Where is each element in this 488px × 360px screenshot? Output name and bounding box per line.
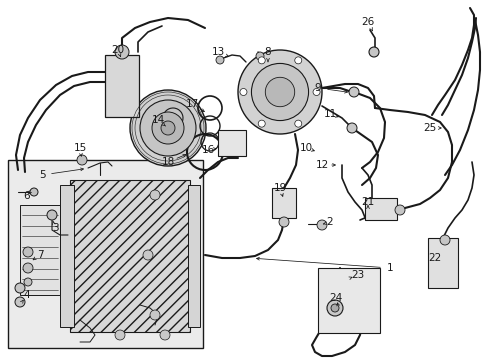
Bar <box>218 130 245 156</box>
Circle shape <box>115 330 125 340</box>
Circle shape <box>216 56 224 64</box>
Circle shape <box>142 250 153 260</box>
Circle shape <box>240 89 246 95</box>
Circle shape <box>15 297 25 307</box>
Circle shape <box>316 220 326 230</box>
Bar <box>271 188 295 218</box>
Circle shape <box>251 63 308 121</box>
Text: 4: 4 <box>23 290 30 300</box>
Circle shape <box>294 57 301 64</box>
Circle shape <box>394 205 404 215</box>
Circle shape <box>348 87 358 97</box>
Circle shape <box>258 120 264 127</box>
Text: 11: 11 <box>323 109 336 119</box>
Text: 10: 10 <box>299 143 312 153</box>
Bar <box>8 160 203 348</box>
Circle shape <box>368 47 378 57</box>
Text: 26: 26 <box>361 17 374 27</box>
Circle shape <box>326 300 342 316</box>
Circle shape <box>24 278 32 286</box>
Circle shape <box>161 121 175 135</box>
Circle shape <box>23 247 33 257</box>
Circle shape <box>30 188 38 196</box>
Text: 23: 23 <box>351 270 364 280</box>
Bar <box>427 238 457 288</box>
Circle shape <box>294 120 301 127</box>
Text: 15: 15 <box>73 143 86 153</box>
Text: 17: 17 <box>185 99 198 109</box>
Text: 14: 14 <box>151 115 164 125</box>
Bar <box>364 198 396 220</box>
Text: 19: 19 <box>273 183 286 193</box>
Circle shape <box>279 217 288 227</box>
Text: 3: 3 <box>52 223 58 233</box>
Bar <box>70 180 190 332</box>
Circle shape <box>130 90 205 166</box>
Circle shape <box>152 112 183 144</box>
Text: 22: 22 <box>427 253 441 263</box>
Circle shape <box>265 77 294 107</box>
Circle shape <box>140 100 196 156</box>
Bar <box>105 55 139 117</box>
Text: 7: 7 <box>37 250 43 260</box>
Text: 9: 9 <box>314 83 321 93</box>
Bar <box>20 205 60 295</box>
Text: 12: 12 <box>315 160 328 170</box>
Circle shape <box>15 283 25 293</box>
Circle shape <box>439 235 449 245</box>
Text: 18: 18 <box>161 157 174 167</box>
Circle shape <box>47 210 57 220</box>
Bar <box>317 268 379 333</box>
Text: 13: 13 <box>211 47 224 57</box>
Circle shape <box>115 45 129 59</box>
Circle shape <box>160 330 170 340</box>
Text: 21: 21 <box>361 197 374 207</box>
Circle shape <box>238 50 321 134</box>
Text: 6: 6 <box>23 191 30 201</box>
Text: 25: 25 <box>423 123 436 133</box>
Circle shape <box>150 190 160 200</box>
Text: 24: 24 <box>329 293 342 303</box>
Circle shape <box>150 310 160 320</box>
Text: 20: 20 <box>111 45 124 55</box>
Circle shape <box>312 89 319 95</box>
Circle shape <box>346 123 356 133</box>
Circle shape <box>256 52 264 60</box>
Circle shape <box>258 57 264 64</box>
Text: 2: 2 <box>326 217 333 227</box>
Text: 16: 16 <box>201 145 214 155</box>
Bar <box>187 185 200 327</box>
Circle shape <box>23 263 33 273</box>
Circle shape <box>77 155 87 165</box>
Bar <box>60 185 74 327</box>
Text: 8: 8 <box>264 47 271 57</box>
Text: 1: 1 <box>386 263 392 273</box>
Circle shape <box>330 304 338 312</box>
Text: 5: 5 <box>39 170 45 180</box>
